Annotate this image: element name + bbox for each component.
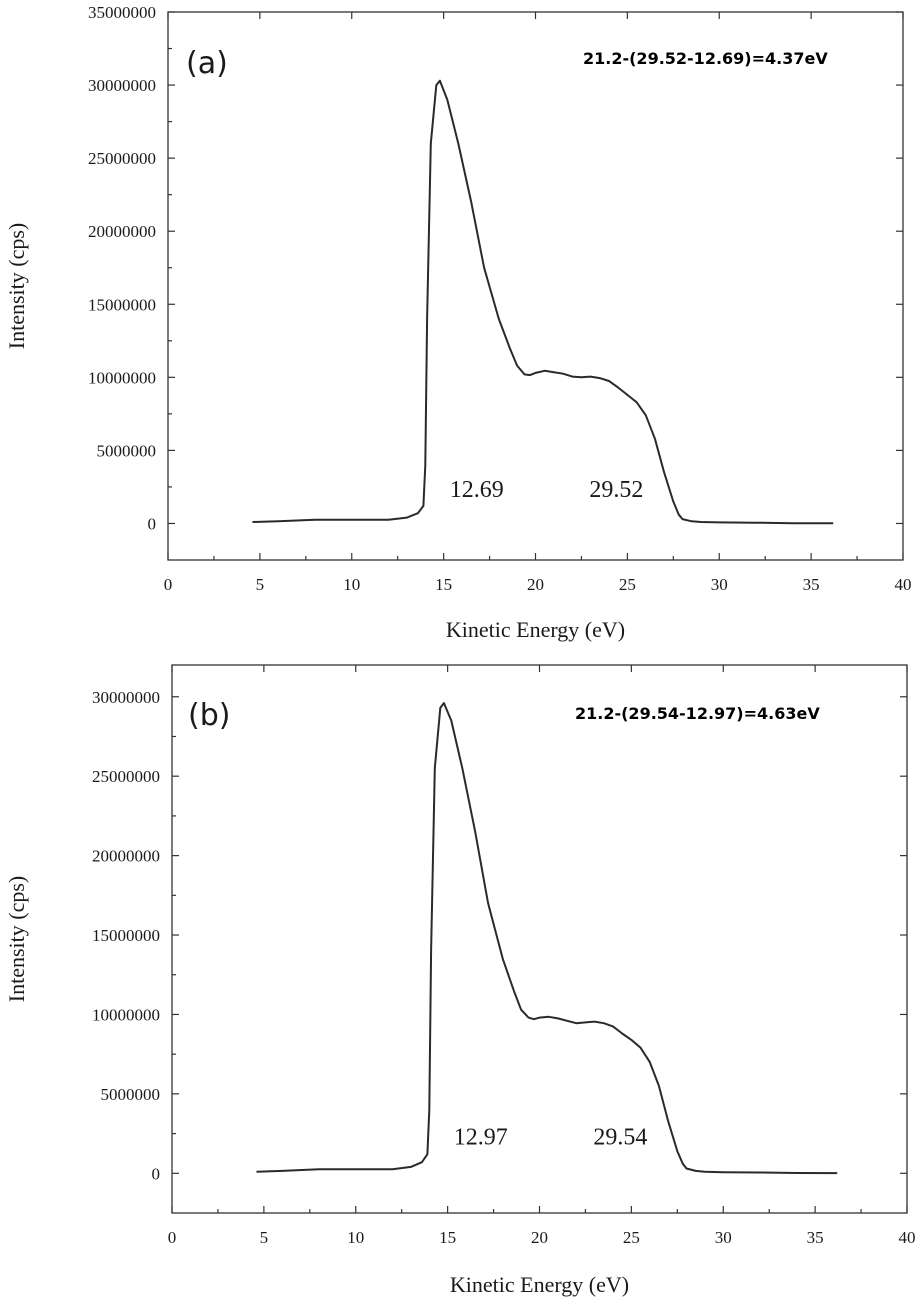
chart-b-y-tick-label: 25000000 — [92, 767, 160, 786]
chart-a-y-tick-label: 35000000 — [88, 3, 156, 22]
chart-a-panel-label: (a) — [186, 46, 228, 81]
chart-b-y-tick-label: 30000000 — [92, 688, 160, 707]
chart-a-x-tick-label: 20 — [527, 575, 544, 594]
chart-a-y-tick-label: 10000000 — [88, 368, 156, 387]
chart-b: 0 5 10 15 20 25 30 35 40 0 5000000 10000000 15000000… — [4, 664, 916, 1297]
chart-b-plot-frame — [171, 664, 908, 1214]
chart-a-energy-annotation: 29.52 — [589, 477, 643, 503]
chart-a: 0 5 10 15 20 25 30 35 40 0 5000000 10000000 15000000… — [4, 3, 912, 642]
chart-b-energy-annotation: 12.97 — [454, 1125, 508, 1151]
chart-a-y-tick-label: 5000000 — [97, 441, 157, 460]
chart-b-x-tick-label: 20 — [531, 1228, 548, 1247]
chart-b-energy-annotation: 29.54 — [593, 1125, 647, 1151]
chart-a-x-tick-label: 25 — [619, 575, 636, 594]
chart-b-y-axis-title: Intensity (cps) — [4, 876, 29, 1002]
chart-b-x-tick-label: 5 — [260, 1228, 269, 1247]
chart-b-panel-label: (b) — [188, 698, 230, 733]
chart-a-x-tick-label: 35 — [803, 575, 820, 594]
chart-b-y-tick-label: 0 — [152, 1164, 161, 1183]
chart-a-y-tick-label: 30000000 — [88, 76, 156, 95]
chart-b-y-tick-label: 10000000 — [92, 1005, 160, 1024]
chart-b-x-tick-label: 30 — [715, 1228, 732, 1247]
chart-b-x-tick-label: 15 — [439, 1228, 456, 1247]
chart-a-work-function-formula: 21.2-(29.52-12.69)=4.37eV — [583, 49, 828, 68]
chart-b-x-tick-label: 0 — [168, 1228, 177, 1247]
chart-b-x-axis-title: Kinetic Energy (eV) — [450, 1272, 629, 1297]
chart-a-x-tick-label: 40 — [895, 575, 912, 594]
chart-a-y-tick-label: 0 — [148, 514, 157, 533]
chart-a-x-tick-label: 0 — [164, 575, 173, 594]
chart-a-energy-annotation: 12.69 — [450, 477, 504, 503]
chart-a-x-tick-label: 15 — [435, 575, 452, 594]
chart-b-x-tick-label: 10 — [347, 1228, 364, 1247]
chart-b-work-function-formula: 21.2-(29.54-12.97)=4.63eV — [575, 704, 820, 723]
chart-a-x-axis-title: Kinetic Energy (eV) — [446, 617, 625, 642]
chart-a-y-tick-label: 20000000 — [88, 222, 156, 241]
chart-b-x-tick-label: 40 — [899, 1228, 916, 1247]
chart-b-y-tick-label: 5000000 — [101, 1085, 161, 1104]
chart-a-x-tick-label: 5 — [256, 575, 265, 594]
chart-a-y-tick-label: 15000000 — [88, 295, 156, 314]
chart-a-x-tick-label: 10 — [343, 575, 360, 594]
chart-b-x-tick-label: 35 — [807, 1228, 824, 1247]
chart-b-y-tick-label: 20000000 — [92, 847, 160, 866]
chart-b-y-tick-label: 15000000 — [92, 926, 160, 945]
chart-b-x-tick-label: 25 — [623, 1228, 640, 1247]
chart-a-y-axis-title: Intensity (cps) — [4, 223, 29, 349]
chart-a-x-tick-label: 30 — [711, 575, 728, 594]
chart-a-y-tick-label: 25000000 — [88, 149, 156, 168]
chart-a-series-line — [252, 79, 834, 525]
chart-a-plot-frame — [167, 11, 904, 561]
chart-b-series-line — [256, 702, 838, 1175]
